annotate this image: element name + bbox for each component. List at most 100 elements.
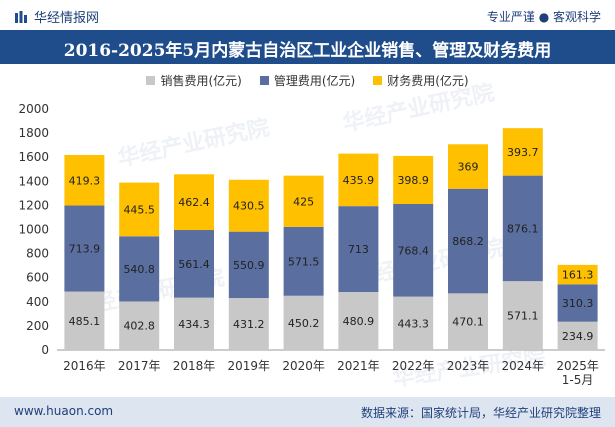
bar-segment xyxy=(119,182,160,237)
bar-segment xyxy=(119,236,160,302)
y-tick-label: 1400 xyxy=(18,174,49,188)
bar-segment xyxy=(228,179,269,232)
bar-segment xyxy=(393,203,434,297)
y-tick-label: 600 xyxy=(26,271,49,285)
chart-legend: 销售费用(亿元) 管理费用(亿元) 财务费用(亿元) xyxy=(0,72,615,89)
x-tick-label: 2021年 xyxy=(337,359,380,373)
bar-segment xyxy=(228,298,269,350)
x-tick-label: 2019年 xyxy=(228,359,271,373)
bar-segment xyxy=(283,226,324,296)
footer-bar: www.huaon.com 数据来源：国家统计局，华经产业研究院整理 xyxy=(0,397,615,427)
y-tick-label: 2000 xyxy=(18,102,49,116)
brand: 华经情报网 xyxy=(14,7,99,26)
x-tick-label: 1-5月 xyxy=(562,373,594,387)
legend-item-sales: 销售费用(亿元) xyxy=(146,72,242,89)
data-label: 470.1 xyxy=(452,316,484,329)
bar-segment xyxy=(502,281,543,350)
y-tick-label: 1000 xyxy=(18,223,49,237)
data-label: 868.2 xyxy=(452,235,484,248)
bar-segment xyxy=(557,321,598,350)
legend-swatch-sales xyxy=(146,76,156,85)
bar-segment xyxy=(119,301,160,350)
data-label: 485.1 xyxy=(69,315,101,328)
data-label: 445.5 xyxy=(123,203,155,216)
bar-segment xyxy=(174,230,214,298)
data-label: 369 xyxy=(458,161,479,174)
bar-segment xyxy=(64,154,105,206)
data-label: 443.3 xyxy=(397,317,429,330)
bar-segment xyxy=(64,205,105,292)
bar-segment xyxy=(448,188,488,294)
data-source: 数据来源：国家统计局，华经产业研究院整理 xyxy=(360,406,601,420)
y-tick-label: 400 xyxy=(26,295,49,309)
bar-segment xyxy=(338,153,379,207)
data-label: 419.3 xyxy=(69,174,101,187)
data-label: 434.3 xyxy=(178,318,210,331)
x-tick-label: 2022年 xyxy=(392,359,435,373)
legend-label-sales: 销售费用(亿元) xyxy=(160,74,242,88)
top-bar: 华经情报网 专业严谨 ● 客观科学 xyxy=(0,0,615,30)
data-label: 398.9 xyxy=(397,174,429,187)
x-tick-label: 2018年 xyxy=(173,359,216,373)
bar-segment xyxy=(338,206,379,293)
data-label: 561.4 xyxy=(178,258,210,271)
legend-item-admin: 管理费用(亿元) xyxy=(259,72,356,89)
data-label: 310.3 xyxy=(562,297,594,310)
x-tick-label: 2017年 xyxy=(118,359,161,373)
bar-segment xyxy=(448,144,488,189)
bar-segment xyxy=(174,174,214,231)
bar-segment xyxy=(338,292,379,350)
bar-segment xyxy=(64,291,105,350)
data-label: 393.7 xyxy=(507,146,539,159)
y-tick-label: 0 xyxy=(41,343,49,357)
y-tick-label: 1200 xyxy=(18,198,49,212)
data-label: 402.8 xyxy=(123,320,155,333)
legend-swatch-admin xyxy=(259,76,269,85)
x-tick-label: 2023年 xyxy=(447,359,490,373)
chart-title: 2016-2025年5月内蒙古自治区工业企业销售、管理及财务费用 xyxy=(63,41,552,61)
data-label: 431.2 xyxy=(233,318,265,331)
data-label: 450.2 xyxy=(288,317,320,330)
stacked-bar-chart: 华经产业研究院华经产业研究院华经产业研究院华经产业研究院华经产业研究院02004… xyxy=(18,79,605,392)
data-label: 550.9 xyxy=(233,259,265,272)
data-label: 571.1 xyxy=(507,310,539,323)
legend-item-finance: 财务费用(亿元) xyxy=(373,72,469,89)
watermark-text: 华经产业研究院 xyxy=(116,114,272,171)
bar-segment xyxy=(502,175,543,282)
legend-label-admin: 管理费用(亿元) xyxy=(273,74,356,88)
legend-label-finance: 财务费用(亿元) xyxy=(387,74,469,88)
tagline: 专业严谨 ● 客观科学 xyxy=(486,10,601,24)
y-tick-label: 1800 xyxy=(18,126,49,140)
brand-name: 华经情报网 xyxy=(34,11,100,26)
data-label: 435.9 xyxy=(343,174,375,187)
y-tick-label: 1600 xyxy=(18,150,49,164)
x-tick-label: 2016年 xyxy=(63,359,106,373)
bar-segment xyxy=(283,175,324,227)
data-label: 234.9 xyxy=(562,330,594,343)
bar-segment xyxy=(393,296,434,350)
bar-segment xyxy=(557,284,598,322)
data-label: 876.1 xyxy=(507,222,539,235)
data-label: 713 xyxy=(348,243,369,256)
bar-chart-logo-icon xyxy=(15,10,27,23)
data-label: 540.8 xyxy=(123,263,155,276)
x-tick-label: 2024年 xyxy=(502,359,545,373)
data-label: 571.5 xyxy=(288,255,320,268)
data-label: 713.9 xyxy=(69,243,101,256)
data-label: 462.4 xyxy=(178,196,210,209)
x-tick-label: 2020年 xyxy=(282,359,325,373)
y-tick-label: 200 xyxy=(26,319,49,333)
data-label: 480.9 xyxy=(343,315,375,328)
bar-segment xyxy=(393,155,434,204)
y-tick-label: 800 xyxy=(26,247,49,261)
title-bar: 2016-2025年5月内蒙古自治区工业企业销售、管理及财务费用 xyxy=(0,30,615,64)
data-label: 768.4 xyxy=(397,244,429,257)
data-label: 161.3 xyxy=(562,269,594,282)
site-url: www.huaon.com xyxy=(14,404,114,418)
bar-segment xyxy=(557,264,598,285)
legend-swatch-finance xyxy=(373,76,383,85)
data-label: 425 xyxy=(293,195,314,208)
watermark-text: 华经产业研究院 xyxy=(341,79,497,136)
x-tick-label: 2025年 xyxy=(556,359,599,373)
bar-segment xyxy=(283,295,324,350)
